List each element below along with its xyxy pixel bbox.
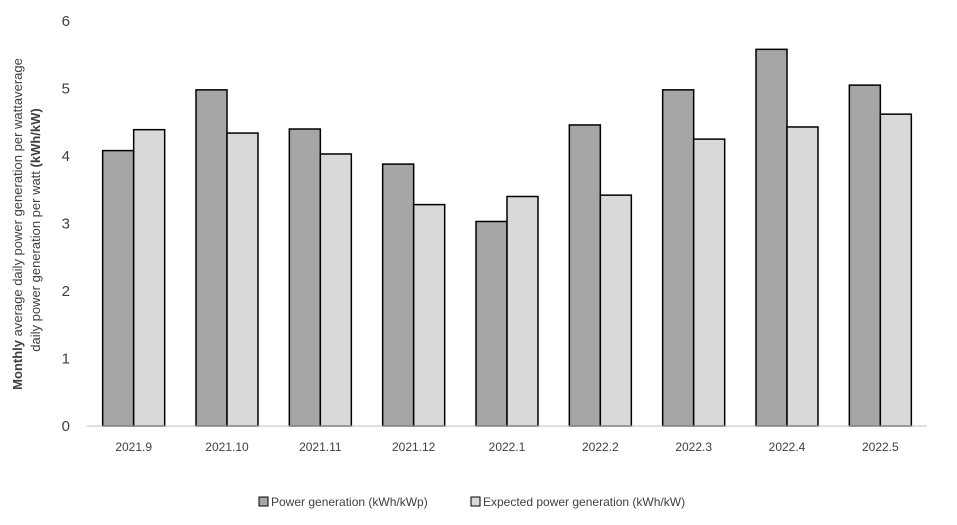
bar-expected-power-generation-2022.2 — [599, 194, 633, 427]
x-tick-label: 2022.2 — [582, 440, 619, 454]
bar-expected-power-generation-2022.1 — [506, 195, 539, 427]
bar-power-generation-2021.12 — [381, 163, 415, 427]
bar-power-generation-2021.9 — [101, 149, 135, 427]
bar-power-generation-2021.11 — [288, 128, 322, 427]
y-axis-ticks: 0 1 2 3 4 5 6 — [62, 13, 70, 435]
x-tick-label: 2021.11 — [299, 440, 342, 454]
bar-expected-power-generation-2022.5 — [879, 113, 913, 427]
y-tick-label: 2 — [62, 283, 70, 300]
y-tick-label: 0 — [62, 418, 70, 435]
legend-label-power-generation: Power generation (kWh/kWp) — [271, 495, 428, 509]
bars — [101, 48, 913, 427]
bar-expected-power-generation-2022.3 — [692, 138, 726, 427]
x-tick-label: 2021.10 — [205, 440, 249, 454]
x-tick-label: 2021.9 — [115, 440, 152, 454]
legend-swatch-power-generation — [258, 496, 269, 507]
y-tick-label: 1 — [62, 351, 70, 368]
x-tick-label: 2022.3 — [675, 440, 712, 454]
bar-expected-power-generation-2022.4 — [786, 126, 819, 427]
x-tick-label: 2022.1 — [489, 440, 526, 454]
x-tick-label: 2022.5 — [862, 440, 899, 454]
bar-expected-power-generation-2021.9 — [132, 128, 166, 427]
legend: Power generation (kWh/kWp) Expected powe… — [258, 495, 685, 509]
x-tick-label: 2022.4 — [769, 440, 806, 454]
bar-expected-power-generation-2021.11 — [319, 153, 353, 427]
x-tick-label: 2021.12 — [392, 440, 436, 454]
y-tick-label: 4 — [62, 148, 70, 165]
bar-expected-power-generation-2021.10 — [226, 132, 259, 427]
bar-power-generation-2021.10 — [195, 89, 228, 427]
y-tick-label: 5 — [62, 81, 70, 98]
bar-power-generation-2022.1 — [475, 220, 508, 427]
bar-power-generation-2022.2 — [568, 124, 602, 427]
legend-label-expected-power-generation: Expected power generation (kWh/kW) — [483, 495, 685, 509]
bar-power-generation-2022.4 — [755, 48, 788, 427]
x-axis-ticks: 2021.9 2021.10 2021.11 2021.12 2022.1 2022.2 2… — [115, 440, 899, 454]
legend-swatch-expected-power-generation — [470, 496, 481, 507]
bar-power-generation-2022.3 — [661, 89, 695, 427]
y-tick-label: 3 — [62, 216, 70, 233]
bar-expected-power-generation-2021.12 — [412, 203, 446, 427]
y-axis-label-line2: daily power generation per watt (kWh/kW) — [28, 108, 43, 352]
y-axis-label: Monthly average daily power generation p… — [10, 58, 25, 390]
y-tick-label: 6 — [62, 13, 70, 30]
bar-power-generation-2022.5 — [848, 84, 882, 427]
